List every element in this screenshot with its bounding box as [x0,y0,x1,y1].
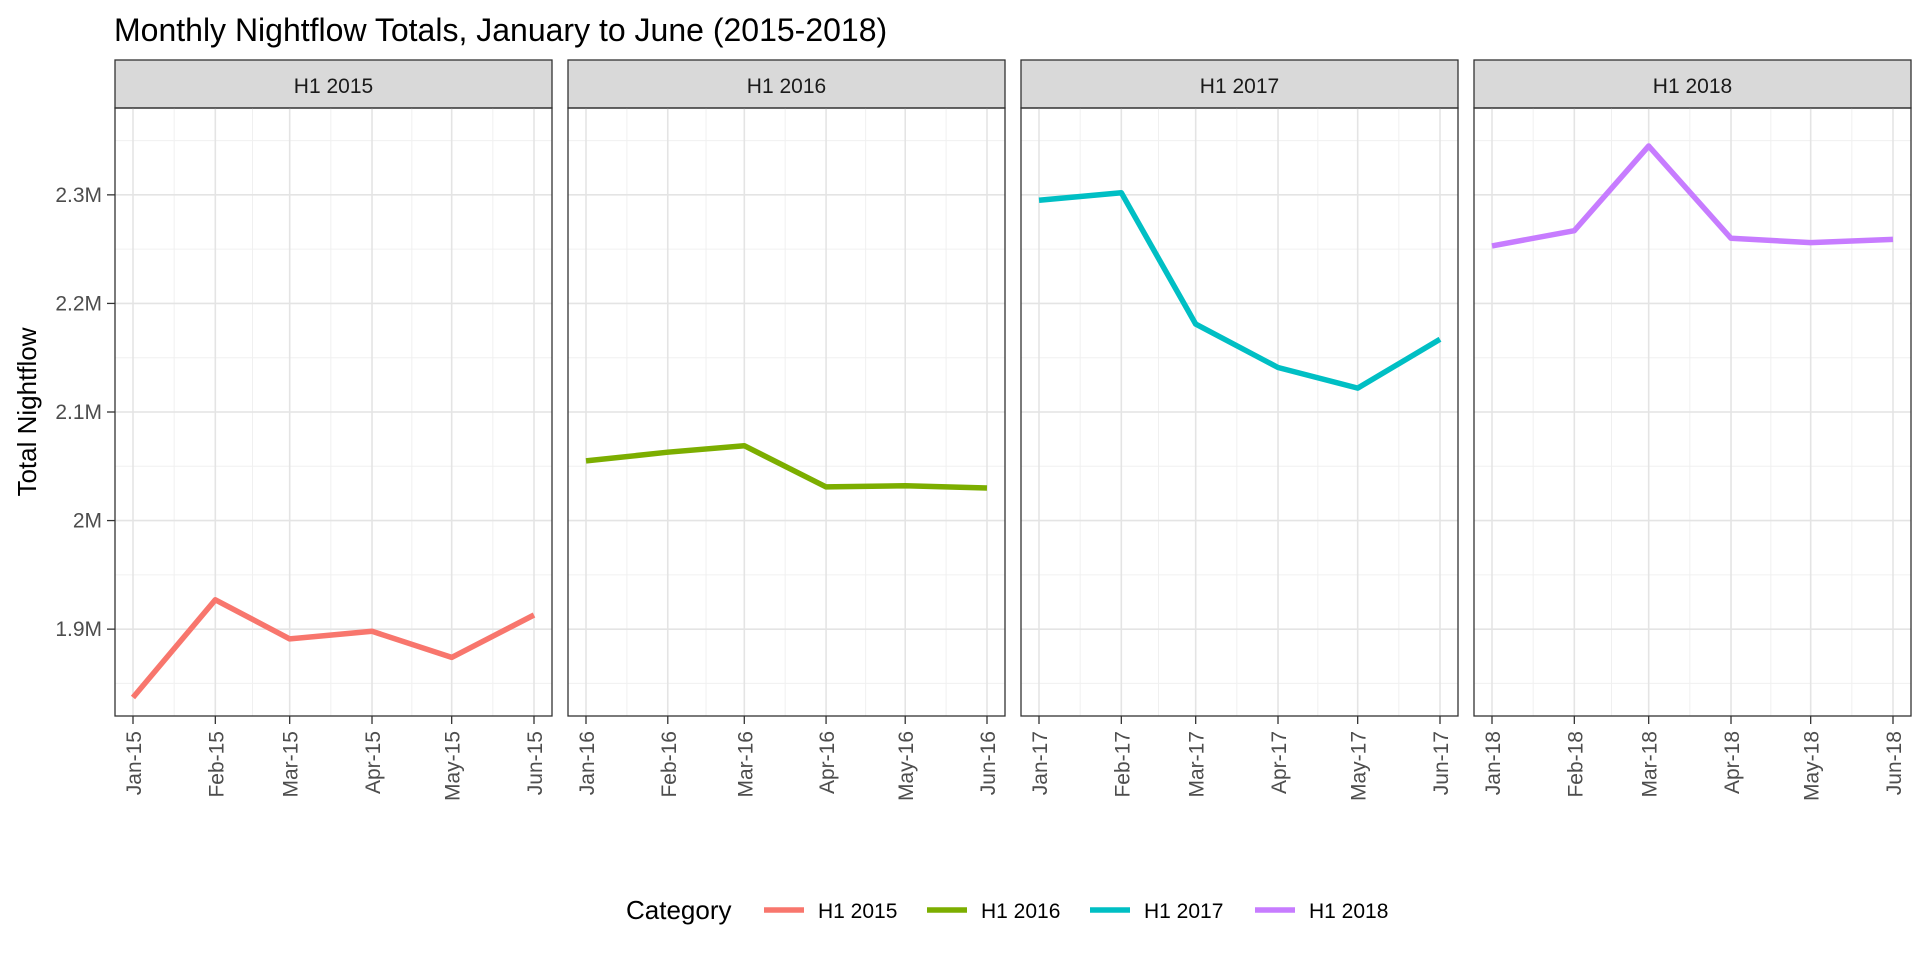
y-tick-label: 2.2M [55,292,102,315]
y-axis-label: Total Nightflow [12,327,42,496]
data-point [1119,190,1124,195]
y-tick-label: 2.1M [55,401,102,424]
facet-strip [567,59,1006,109]
legend-label: H1 2015 [818,900,897,923]
facet-strip [114,59,553,109]
legend-label: H1 2018 [1309,900,1388,923]
facet-panels: H1 2015 Jan-15 Feb-15 Mar-15 Apr-15 May-15 Jun… [55,59,1912,801]
x-tick-label: Jan-15 [123,731,146,795]
x-tick-label: Feb-16 [658,731,681,798]
y-tick-label: 1.9M [55,618,102,641]
data-point [1646,144,1651,149]
data-point [1355,386,1360,391]
data-point [1891,237,1896,242]
legend: Category H1 2015 H1 2016 H1 2017 H1 2018 [626,895,1388,925]
panel-3: H1 2017 Jan-17 Feb-17 Mar-17 Apr-17 May-17 Jun… [1020,59,1459,801]
y-tick-label: 2M [73,510,102,533]
y-tick-label: 2.3M [55,184,102,207]
x-tick-label: Mar-18 [1639,731,1662,798]
x-tick-label: May-16 [895,731,918,801]
data-point [665,450,670,455]
data-point [131,695,136,700]
data-point [1276,365,1281,370]
data-point [1808,240,1813,245]
x-tick-label: Jan-17 [1029,731,1052,795]
x-tick-label: Jan-16 [576,731,599,795]
facet-strip-label: H1 2018 [1653,75,1732,98]
panel-1: H1 2015 Jan-15 Feb-15 Mar-15 Apr-15 May-15 Jun… [55,59,553,801]
data-point [1490,243,1495,248]
data-point [213,597,218,602]
x-tick-label: Feb-18 [1564,731,1587,798]
panel-border [1473,107,1912,717]
facet-strip [1020,59,1459,109]
x-tick-label: May-15 [442,731,465,801]
x-tick-label: Mar-17 [1186,731,1209,798]
panel-border [1020,107,1459,717]
x-tick-label: Jun-16 [977,731,1000,795]
data-point [584,458,589,463]
x-tick-label: Apr-17 [1268,731,1291,794]
data-point [985,486,990,491]
legend-label: H1 2017 [1144,900,1223,923]
data-point [1729,236,1734,241]
data-point [449,655,454,660]
legend-title: Category [626,895,732,925]
data-point [532,613,537,618]
data-point [1037,198,1042,203]
data-point [742,443,747,448]
data-point [903,483,908,488]
x-tick-label: May-17 [1348,731,1371,801]
data-point [287,636,292,641]
x-tick-label: Jun-17 [1430,731,1453,795]
x-tick-label: Apr-15 [362,731,385,794]
panel-border [567,107,1006,717]
x-tick-label: Apr-16 [816,731,839,794]
data-point [1438,337,1443,342]
series-line [1491,143,1894,249]
x-tick-label: Jan-18 [1482,731,1505,795]
x-tick-label: Mar-15 [280,731,303,798]
legend-label: H1 2016 [981,900,1060,923]
series-line [585,442,988,491]
series-line [1038,189,1442,391]
facet-strip-label: H1 2015 [294,75,373,98]
series-line [130,597,536,700]
x-tick-label: Jun-15 [524,731,547,795]
data-point [1193,322,1198,327]
facet-strip [1473,59,1912,109]
data-point [1572,228,1577,233]
panel-4: H1 2018 Jan-18 Feb-18 Mar-18 Apr-18 May-18 Jun… [1473,59,1912,801]
panel-2: H1 2016 Jan-16 Feb-16 Mar-16 Apr-16 May-16 Jun… [567,59,1006,801]
x-tick-label: May-18 [1801,731,1824,801]
x-tick-label: Feb-17 [1111,731,1134,798]
x-tick-label: Apr-18 [1721,731,1744,794]
x-tick-label: Feb-15 [205,731,228,798]
facet-strip-label: H1 2017 [1200,75,1279,98]
data-point [370,629,375,634]
chart-title: Monthly Nightflow Totals, January to Jun… [114,12,887,48]
facet-strip-label: H1 2016 [747,75,826,98]
x-tick-label: Mar-16 [734,731,757,798]
data-point [824,484,829,489]
x-tick-label: Jun-18 [1883,731,1906,795]
